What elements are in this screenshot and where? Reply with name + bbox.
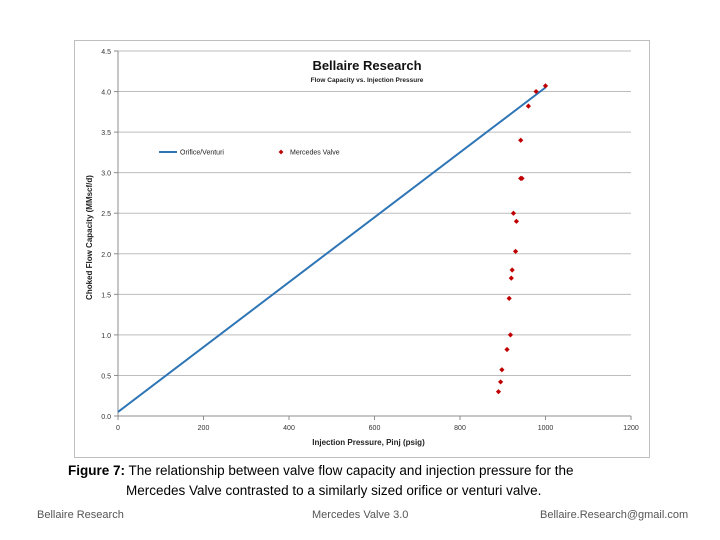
x-tick-label: 400 bbox=[283, 425, 295, 432]
x-axis-title: Injection Pressure, Pinj (psig) bbox=[312, 438, 425, 447]
y-tick-label: 0.5 bbox=[101, 373, 111, 380]
x-tick-label: 800 bbox=[454, 425, 466, 432]
legend-marker-swatch bbox=[278, 149, 284, 155]
caption-line-2: Mercedes Valve contrasted to a similarly… bbox=[126, 483, 542, 498]
y-tick-label: 4.5 bbox=[101, 49, 111, 56]
y-tick-label: 2.5 bbox=[101, 211, 111, 218]
y-tick-label: 1.5 bbox=[101, 292, 111, 299]
data-point-mercedes-valve bbox=[542, 83, 549, 89]
chart-subtitle: Flow Capacity vs. Injection Pressure bbox=[311, 77, 424, 84]
y-tick-label: 4.0 bbox=[101, 90, 111, 97]
data-point-mercedes-valve bbox=[509, 267, 515, 273]
data-point-mercedes-valve bbox=[506, 295, 512, 301]
x-tick-label: 1200 bbox=[623, 425, 639, 432]
scatter-chart: 0.0 0.5 1.0 1.5 2.0 2.5 3.0 3.5 4.0 4.5 0 200 400 600… bbox=[85, 49, 639, 447]
footer-email: Bellaire.Research@gmail.com bbox=[540, 509, 689, 521]
x-tick-label: 1000 bbox=[538, 425, 554, 432]
caption-line-1: The relationship between valve flow capa… bbox=[128, 463, 574, 478]
data-point-mercedes-valve bbox=[510, 210, 517, 216]
data-point-mercedes-valve bbox=[513, 218, 520, 224]
figure-caption: Figure 7: The relationship between valve… bbox=[68, 461, 668, 501]
chart-frame: 0.0 0.5 1.0 1.5 2.0 2.5 3.0 3.5 4.0 4.5 0 200 400 600… bbox=[74, 40, 650, 458]
y-tick-label: 1.0 bbox=[101, 333, 111, 340]
data-point-mercedes-valve bbox=[525, 103, 531, 109]
data-point-mercedes-valve bbox=[512, 248, 519, 254]
data-point-mercedes-valve bbox=[507, 332, 514, 338]
legend-label-mercedes-valve: Mercedes Valve bbox=[290, 150, 340, 157]
data-point-mercedes-valve bbox=[499, 367, 505, 373]
chart-title: Bellaire Research bbox=[312, 58, 421, 73]
y-tick-label: 0.0 bbox=[101, 414, 111, 421]
x-tick-label: 0 bbox=[116, 425, 120, 432]
data-point-mercedes-valve bbox=[508, 275, 514, 281]
y-tick-label: 3.0 bbox=[101, 171, 111, 178]
figure-label: Figure 7: bbox=[68, 463, 126, 478]
y-axis-title: Choked Flow Capacity (MMscf/d) bbox=[85, 175, 94, 300]
data-point-mercedes-valve bbox=[518, 137, 524, 143]
data-point-mercedes-valve bbox=[519, 175, 525, 181]
y-tick-label: 2.0 bbox=[101, 252, 111, 259]
x-tick-label: 600 bbox=[369, 425, 381, 432]
series-line-orifice-venturi bbox=[117, 86, 547, 413]
x-tick-label: 200 bbox=[198, 425, 210, 432]
footer-organization: Bellaire Research bbox=[37, 509, 124, 521]
y-tick-label: 3.5 bbox=[101, 130, 111, 137]
data-point-mercedes-valve bbox=[533, 88, 539, 95]
footer-document-title: Mercedes Valve 3.0 bbox=[312, 509, 409, 521]
legend-label-orifice-venturi: Orifice/Venturi bbox=[180, 150, 224, 157]
data-point-mercedes-valve bbox=[495, 389, 502, 395]
data-point-mercedes-valve bbox=[498, 379, 504, 385]
data-point-mercedes-valve bbox=[504, 346, 510, 353]
